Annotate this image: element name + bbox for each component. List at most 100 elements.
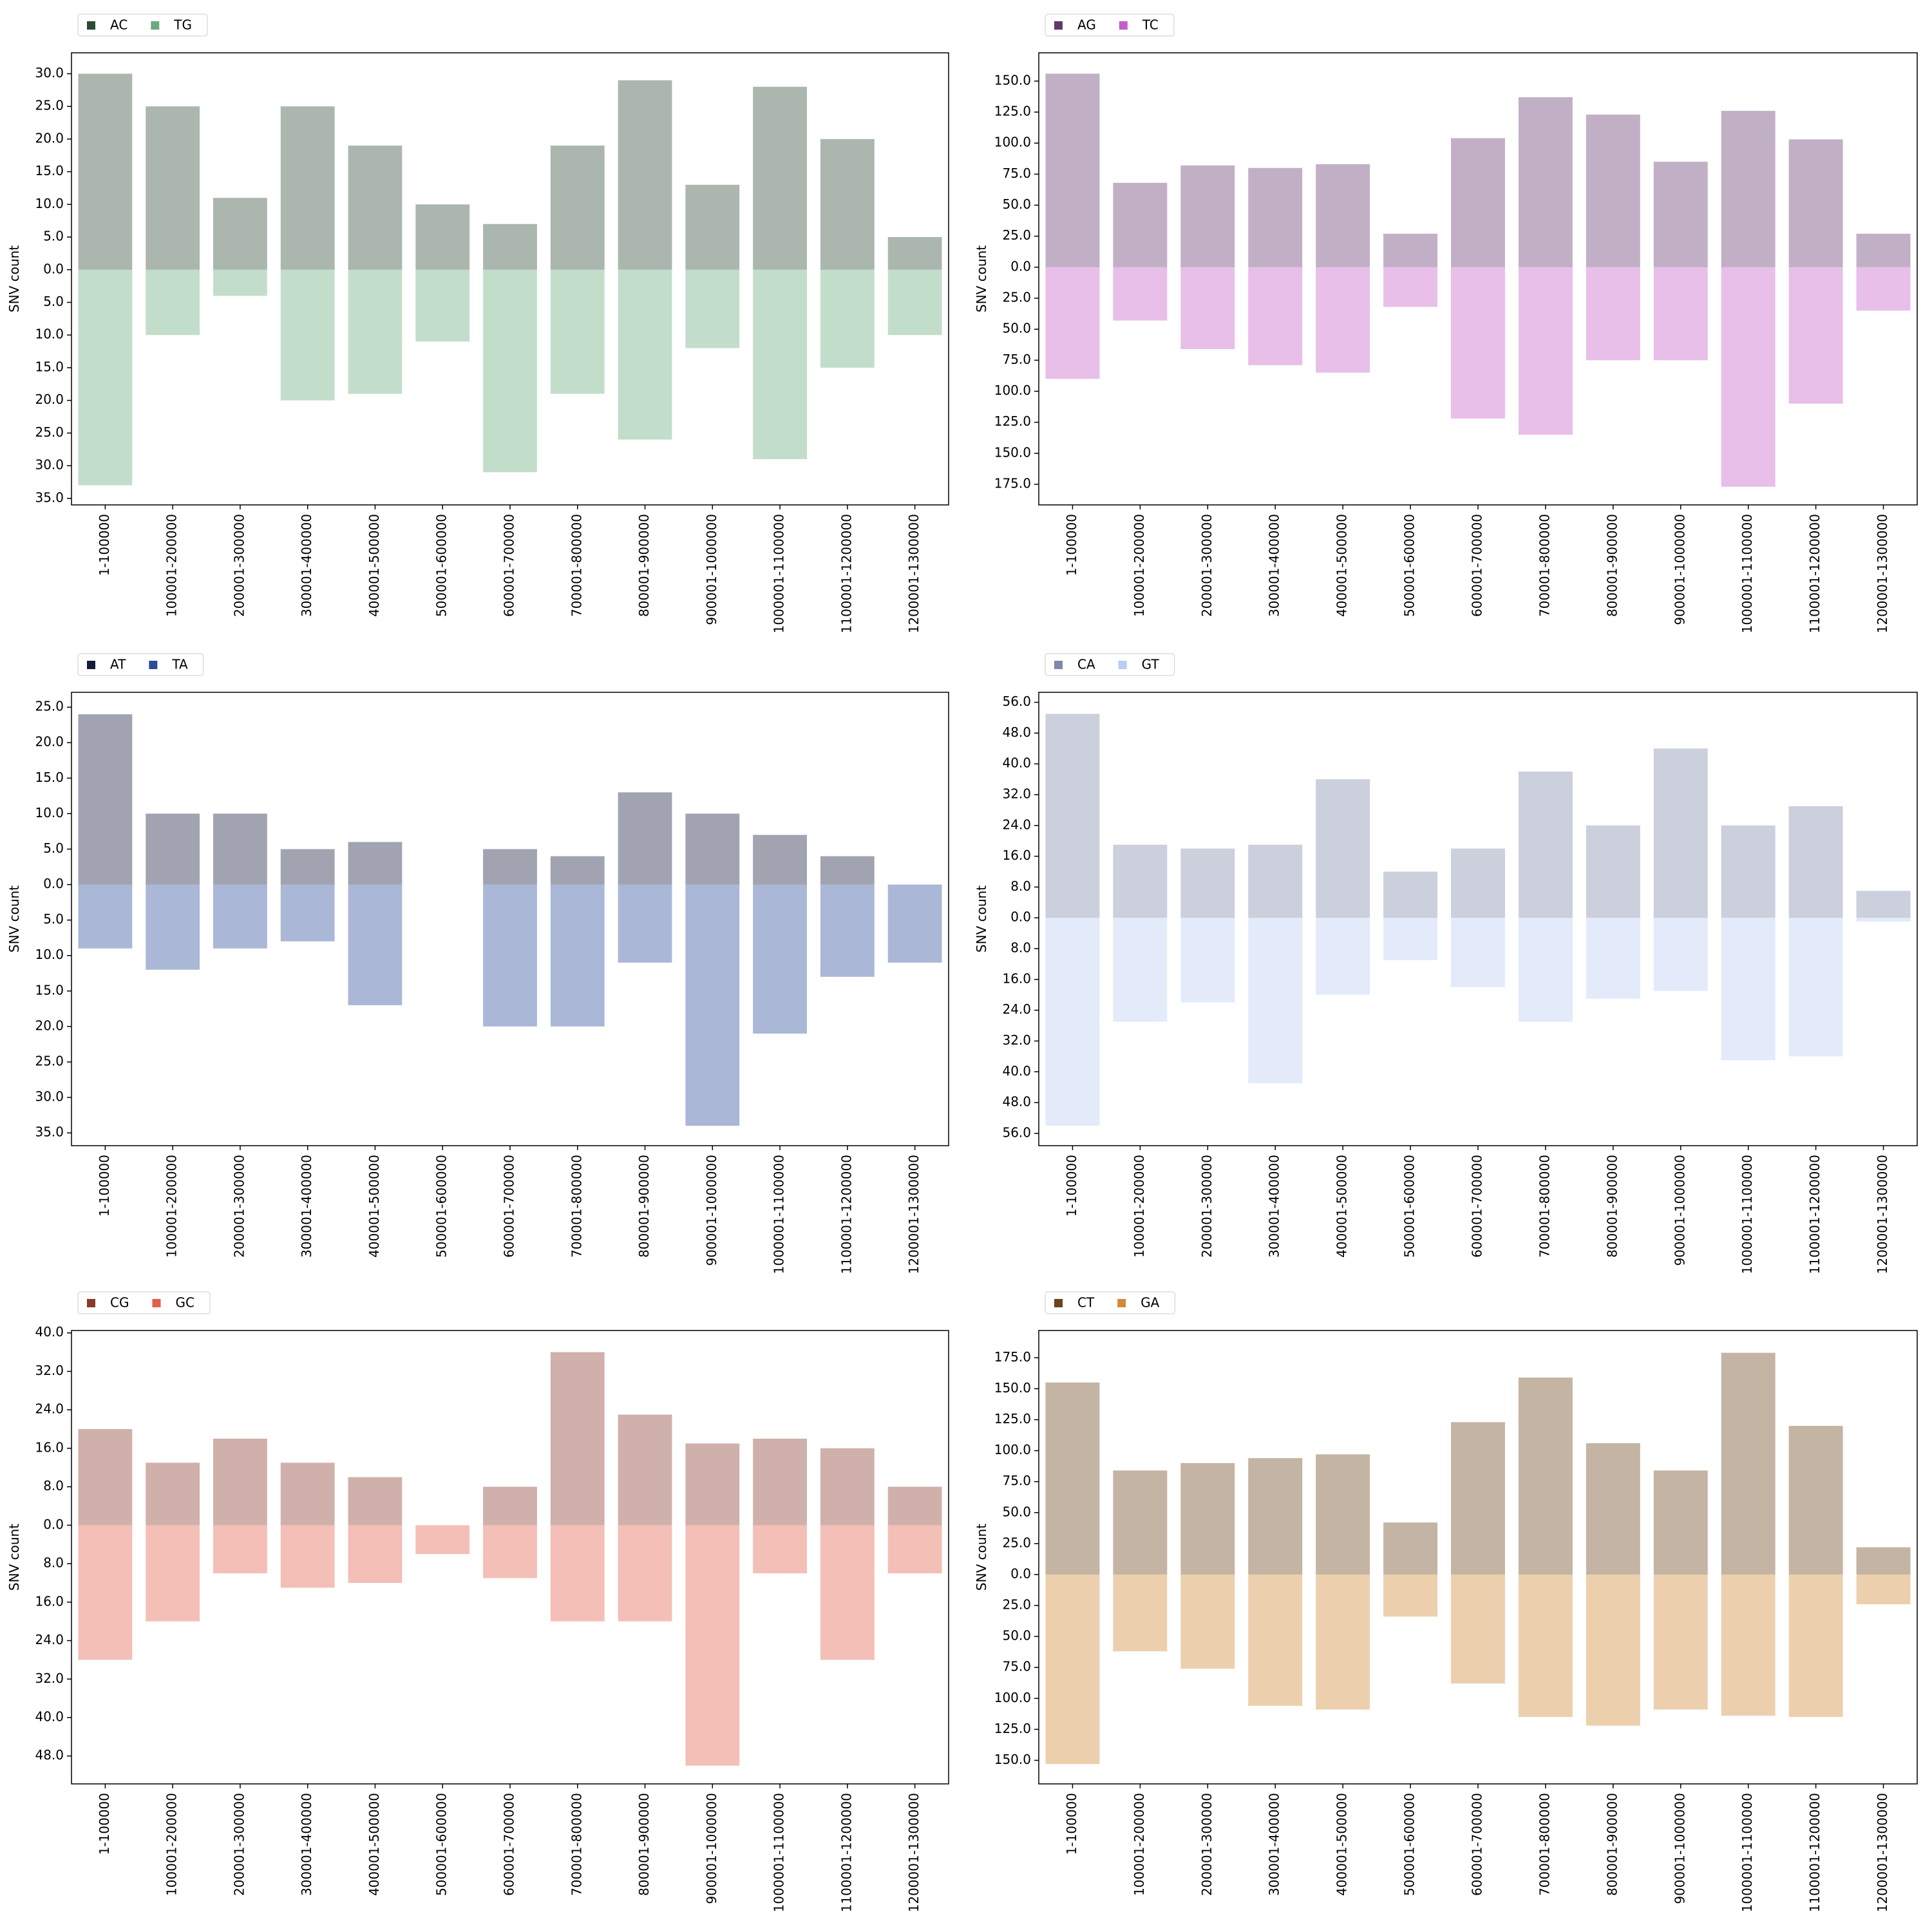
bar — [348, 269, 402, 394]
legend-label: TG — [173, 17, 192, 33]
bar — [1653, 918, 1708, 991]
x-tick-label: 1000001-1100000 — [1739, 514, 1755, 633]
y-tick-label: 150.0 — [994, 1752, 1031, 1767]
y-tick-label: 35.0 — [35, 1124, 64, 1140]
bar — [78, 714, 133, 885]
legend-swatch — [1117, 1299, 1126, 1307]
x-tick-label: 400001-500000 — [1334, 1155, 1350, 1258]
x-tick-label: 700001-800000 — [1537, 514, 1552, 617]
bar — [1451, 918, 1505, 987]
legend-box — [77, 14, 208, 37]
y-tick-label: 25.0 — [35, 424, 64, 440]
bar — [550, 269, 605, 394]
bar — [1721, 918, 1776, 1061]
x-tick-label: 1200001-1300000 — [906, 514, 922, 633]
legend: AC TG — [77, 14, 208, 37]
x-tick-label: 1000001-1100000 — [772, 514, 787, 633]
bar — [1721, 1574, 1776, 1716]
x-tick-label: 700001-800000 — [1537, 1155, 1552, 1258]
y-tick-label: 24.0 — [35, 1632, 64, 1647]
bar — [483, 849, 537, 885]
legend-swatch — [87, 661, 95, 669]
bar — [1248, 1458, 1303, 1575]
x-tick-label: 200001-300000 — [231, 1155, 247, 1258]
bar — [280, 269, 335, 401]
bar — [1653, 162, 1708, 267]
y-tick-label: 0.0 — [43, 876, 64, 891]
x-tick-label: 400001-500000 — [1334, 514, 1350, 617]
bar — [1653, 748, 1708, 918]
bar — [1045, 1574, 1100, 1765]
x-tick-label: 600001-700000 — [502, 514, 517, 617]
bar — [1788, 139, 1843, 267]
bar — [618, 792, 672, 885]
bar — [1856, 267, 1911, 311]
bar — [1518, 772, 1573, 918]
x-tick-label: 500001-600000 — [1402, 1155, 1417, 1258]
bar — [1856, 1547, 1911, 1575]
y-tick-label: 48.0 — [1002, 724, 1031, 740]
y-tick-label: 25.0 — [1002, 1535, 1031, 1550]
legend-label: TC — [1142, 17, 1159, 33]
x-tick-label: 1-100000 — [97, 1155, 112, 1217]
bar — [1113, 1470, 1168, 1575]
legend-box — [1045, 653, 1175, 676]
bar — [483, 1525, 537, 1578]
y-tick-label: 56.0 — [1002, 1124, 1031, 1140]
bar — [1248, 1574, 1303, 1706]
bar — [1383, 1574, 1438, 1617]
bar — [1248, 918, 1303, 1084]
legend-label: TA — [171, 657, 188, 672]
x-tick-label: 1100001-1200000 — [838, 1793, 854, 1912]
x-tick-label: 800001-900000 — [1604, 1155, 1620, 1258]
bar — [753, 835, 807, 885]
x-tick-label: 1100001-1200000 — [1807, 1793, 1823, 1912]
bar — [618, 1525, 672, 1622]
x-tick-label: 1200001-1300000 — [906, 1155, 922, 1274]
y-tick-label: 15.0 — [35, 359, 64, 374]
y-tick-label: 40.0 — [1002, 1063, 1031, 1079]
subplot: 175.0 150.0 125.0 100.0 75.0 50.0 25.0 0.0 25.0 5… — [974, 1291, 1918, 1912]
bar — [1721, 1352, 1776, 1575]
bar — [1788, 806, 1843, 918]
bar — [1316, 779, 1370, 918]
x-tick-label: 800001-900000 — [636, 1793, 652, 1896]
bar — [1586, 114, 1640, 267]
x-tick-label: 600001-700000 — [1470, 514, 1485, 617]
bar — [1045, 267, 1100, 379]
y-tick-label: 150.0 — [994, 72, 1031, 88]
x-tick-label: 1000001-1100000 — [772, 1155, 787, 1274]
y-tick-label: 5.0 — [43, 840, 64, 856]
plot-frame — [71, 692, 949, 1146]
bar — [685, 1525, 740, 1766]
x-tick-label: 1200001-1300000 — [906, 1793, 922, 1912]
legend-label: GA — [1141, 1295, 1159, 1311]
x-tick-label: 200001-300000 — [1199, 1155, 1215, 1258]
y-tick-label: 10.0 — [35, 196, 64, 211]
y-tick-label: 32.0 — [35, 1671, 64, 1686]
bar — [146, 269, 200, 336]
y-tick-label: 20.0 — [35, 1018, 64, 1033]
bar — [1788, 267, 1843, 404]
bar — [1180, 165, 1235, 267]
legend-label: CA — [1077, 657, 1095, 672]
y-tick-label: 16.0 — [35, 1439, 64, 1455]
y-tick-label: 15.0 — [35, 770, 64, 785]
bar — [1518, 267, 1573, 435]
bar — [1045, 714, 1100, 918]
y-tick-label: 20.0 — [35, 734, 64, 750]
x-tick-label: 1000001-1100000 — [1739, 1793, 1755, 1912]
bar — [685, 1443, 740, 1526]
bar — [1180, 918, 1235, 1003]
y-tick-label: 175.0 — [994, 1349, 1031, 1365]
y-axis-label: SNV count — [6, 886, 22, 952]
x-tick-label: 900001-1000000 — [704, 514, 719, 625]
bar — [213, 1525, 267, 1574]
legend: AG TC — [1045, 14, 1175, 37]
bar — [1045, 1382, 1100, 1575]
y-tick-label: 75.0 — [1002, 1473, 1031, 1488]
bar — [146, 1463, 200, 1526]
x-tick-label: 700001-800000 — [1537, 1793, 1552, 1896]
subplot: 40.0 32.0 24.0 16.0 8.0 0.0 8.0 16.0 24.0 32.0 40.… — [6, 1291, 949, 1912]
bar — [1113, 267, 1168, 321]
